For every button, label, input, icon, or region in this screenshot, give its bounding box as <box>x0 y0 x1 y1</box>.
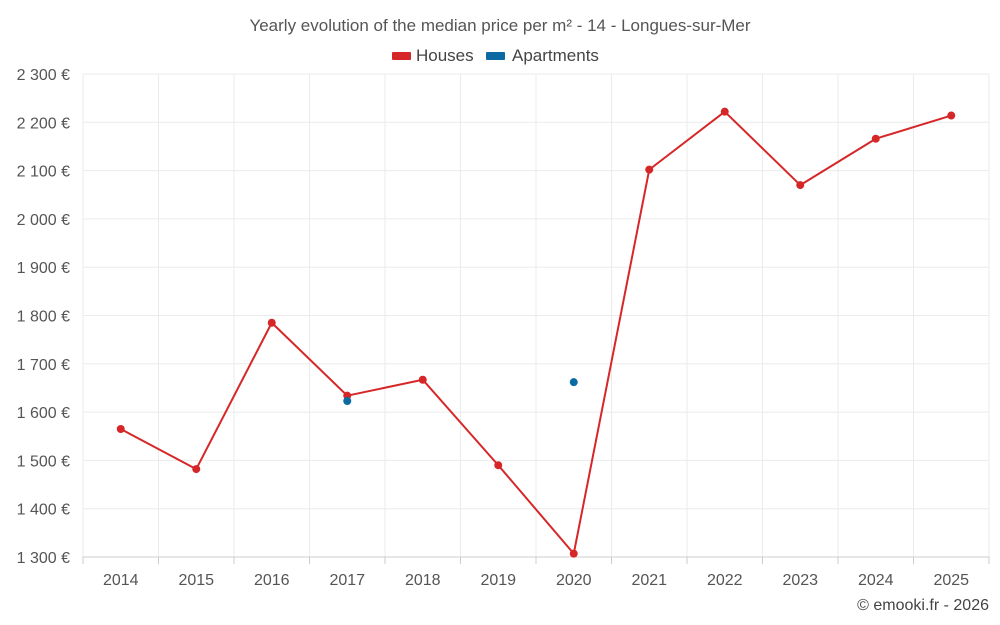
data-point-apartments[interactable] <box>569 378 578 387</box>
data-point-apartments[interactable] <box>343 396 352 405</box>
series-layer <box>116 107 956 558</box>
y-tick-label: 1 500 € <box>17 453 70 470</box>
y-tick-label: 1 400 € <box>17 502 70 519</box>
y-tick-label: 2 000 € <box>17 212 70 229</box>
x-tick-label: 2018 <box>405 572 441 589</box>
data-point-houses[interactable] <box>871 134 880 143</box>
data-point-houses[interactable] <box>947 111 956 120</box>
data-point-houses[interactable] <box>720 107 729 116</box>
y-tick-label: 1 300 € <box>17 550 70 567</box>
x-tick-label: 2024 <box>858 572 894 589</box>
x-tick-label: 2017 <box>329 572 365 589</box>
data-point-houses[interactable] <box>796 181 805 190</box>
legend-item-houses[interactable]: Houses <box>392 46 474 65</box>
axis-layer: 1 300 € 1 400 € 1 500 € 1 600 € 1 700 € 1 800… <box>17 67 990 589</box>
x-tick-label: 2016 <box>254 572 290 589</box>
x-tick-label: 2021 <box>631 572 667 589</box>
legend-label-apartments: Apartments <box>512 46 599 65</box>
data-point-houses[interactable] <box>192 465 201 474</box>
data-point-houses[interactable] <box>116 425 125 434</box>
y-tick-label: 2 300 € <box>17 67 70 84</box>
data-point-houses[interactable] <box>418 375 427 384</box>
y-tick-label: 2 200 € <box>17 115 70 132</box>
y-tick-label: 1 800 € <box>17 309 70 326</box>
x-tick-label: 2019 <box>480 572 516 589</box>
y-tick-label: 1 900 € <box>17 260 70 277</box>
data-point-houses[interactable] <box>645 165 654 174</box>
x-tick-label: 2025 <box>933 572 969 589</box>
data-point-houses[interactable] <box>494 461 503 470</box>
x-tick-label: 2020 <box>556 572 592 589</box>
y-tick-label: 1 600 € <box>17 405 70 422</box>
data-point-houses[interactable] <box>569 549 578 558</box>
series-line-houses <box>120 110 952 555</box>
credit-text[interactable]: © emooki.fr - 2026 <box>857 597 989 614</box>
x-tick-label: 2023 <box>782 572 818 589</box>
data-point-houses[interactable] <box>267 318 276 327</box>
grid-layer <box>82 73 990 557</box>
y-tick-label: 2 100 € <box>17 164 70 181</box>
legend-item-apartments[interactable]: Apartments <box>486 46 599 65</box>
legend: Houses Apartments <box>392 46 599 65</box>
x-tick-label: 2022 <box>707 572 743 589</box>
y-tick-label: 1 700 € <box>17 357 70 374</box>
legend-swatch-houses <box>392 52 411 60</box>
chart-title: Yearly evolution of the median price per… <box>249 16 750 35</box>
legend-label-houses: Houses <box>416 46 474 65</box>
x-tick-label: 2015 <box>178 572 214 589</box>
x-tick-label: 2014 <box>103 572 139 589</box>
legend-swatch-apartments <box>486 52 505 60</box>
